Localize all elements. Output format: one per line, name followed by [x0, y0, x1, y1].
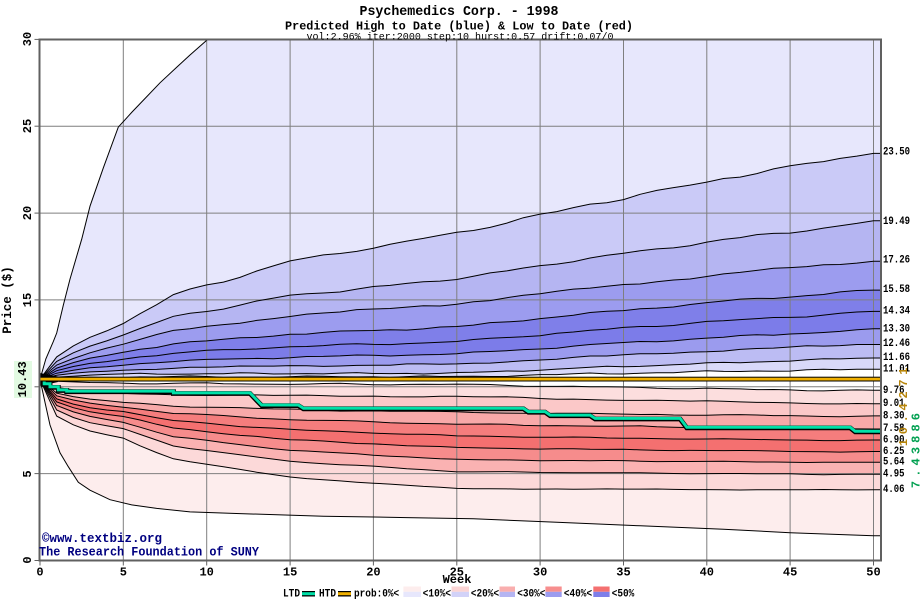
svg-text:40: 40: [700, 566, 714, 580]
svg-text:<10%<: <10%<: [423, 589, 452, 600]
svg-text:0: 0: [21, 556, 35, 563]
svg-text:<50%: <50%: [612, 589, 635, 600]
svg-text:Predicted High to Date (blue): Predicted High to Date (blue) & Low to D…: [285, 20, 633, 34]
svg-text:Price ($): Price ($): [1, 266, 15, 334]
svg-text:HTD: HTD: [319, 589, 336, 600]
svg-text:20: 20: [366, 566, 380, 580]
svg-text:The Research Foundation of SUN: The Research Foundation of SUNY: [39, 546, 259, 560]
svg-text:13.30: 13.30: [883, 324, 910, 336]
svg-text:15.58: 15.58: [883, 284, 910, 296]
svg-text:15: 15: [283, 566, 297, 580]
svg-text:<20%<: <20%<: [471, 589, 500, 600]
svg-text:5: 5: [120, 566, 127, 580]
svg-text:5: 5: [21, 470, 35, 477]
svg-text:45: 45: [783, 566, 797, 580]
svg-text:11.66: 11.66: [883, 352, 910, 364]
svg-text:9.76: 9.76: [883, 385, 905, 397]
svg-text:35: 35: [616, 566, 630, 580]
svg-text:LTD: LTD: [283, 589, 300, 600]
svg-text:6.90: 6.90: [883, 435, 905, 447]
svg-text:25: 25: [21, 119, 35, 133]
svg-text:©www.textbiz.org: ©www.textbiz.org: [42, 532, 162, 546]
svg-text:15: 15: [21, 293, 35, 307]
svg-text:20: 20: [21, 206, 35, 220]
svg-text:<40%<: <40%<: [564, 589, 593, 600]
svg-text:19.49: 19.49: [883, 216, 910, 228]
svg-text:5.64: 5.64: [883, 457, 905, 469]
svg-text:7.43886: 7.43886: [910, 409, 920, 488]
svg-text:10.4271: 10.4271: [897, 363, 911, 446]
svg-text:23.50: 23.50: [883, 146, 910, 158]
svg-text:4.06: 4.06: [883, 484, 905, 496]
svg-text:11.01: 11.01: [883, 363, 910, 375]
svg-text:vol:2.96% iter:2000 step:10 hu: vol:2.96% iter:2000 step:10 hurst:0.57 d…: [307, 32, 614, 44]
svg-text:Week: Week: [443, 573, 472, 587]
svg-text:9.01: 9.01: [883, 398, 905, 410]
svg-text:10.43: 10.43: [16, 361, 30, 397]
svg-text:30: 30: [21, 32, 35, 46]
svg-text:17.26: 17.26: [883, 255, 910, 267]
svg-text:25: 25: [450, 566, 464, 580]
svg-text:14.34: 14.34: [883, 305, 910, 317]
svg-text:6.25: 6.25: [883, 446, 905, 458]
svg-text:7.58: 7.58: [883, 423, 905, 435]
svg-text:0: 0: [36, 566, 43, 580]
svg-text:prob:0%<: prob:0%<: [354, 589, 400, 600]
svg-text:4.95: 4.95: [883, 469, 905, 481]
svg-text:<30%<: <30%<: [517, 589, 546, 600]
svg-text:8.30: 8.30: [883, 410, 905, 422]
svg-text:50: 50: [866, 566, 880, 580]
svg-text:Psychemedics Corp. - 1998: Psychemedics Corp. - 1998: [360, 5, 559, 20]
svg-text:30: 30: [533, 566, 547, 580]
svg-text:10: 10: [199, 566, 213, 580]
svg-text:12.46: 12.46: [883, 338, 910, 350]
